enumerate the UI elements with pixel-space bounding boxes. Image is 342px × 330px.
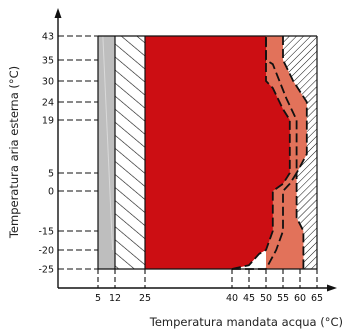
y-tick-label: 19 — [42, 116, 54, 127]
x-tick-label: 40 — [226, 293, 238, 304]
x-tick-label: 5 — [95, 293, 101, 304]
x-tick-label: 60 — [294, 293, 306, 304]
regions-layer — [98, 35, 317, 269]
guide-lines-layer — [58, 35, 318, 288]
y-tick-label: -25 — [38, 265, 54, 276]
boundary-line-1 — [231, 36, 291, 270]
x-tick-label: 12 — [109, 293, 121, 304]
region-gray — [98, 36, 115, 269]
gray-band-diagonal — [102, 35, 114, 251]
x-tick-label: 45 — [243, 293, 255, 304]
x-tick-label: 55 — [277, 293, 289, 304]
y-tick-label: 0 — [48, 187, 54, 198]
boundary-line-3 — [282, 36, 308, 269]
y-tick-label: 30 — [42, 77, 54, 88]
x-axis-title: Temperatura mandata acqua (°C) — [149, 315, 342, 329]
x-tick-label: 25 — [139, 293, 151, 304]
axes-layer — [54, 8, 337, 292]
y-axis-title: Temperatura aria esterna (°C) — [7, 66, 21, 239]
y-tick-label: -20 — [38, 246, 54, 257]
x-tick-label: 50 — [260, 293, 272, 304]
y-tick-label: 5 — [48, 169, 54, 180]
boundary-line-2 — [232, 36, 298, 270]
region-red — [145, 36, 290, 269]
y-tick-label: 43 — [42, 32, 54, 43]
x-axis-arrow — [327, 284, 337, 292]
y-axis-arrow — [54, 8, 62, 18]
y-tick-label: -15 — [38, 227, 54, 238]
boundaries-layer — [231, 36, 308, 270]
y-tick-label: 24 — [42, 98, 54, 109]
x-tick-label: 65 — [311, 293, 323, 304]
y-tick-label: 35 — [42, 56, 54, 67]
region-diagonal-hatch — [115, 36, 145, 269]
